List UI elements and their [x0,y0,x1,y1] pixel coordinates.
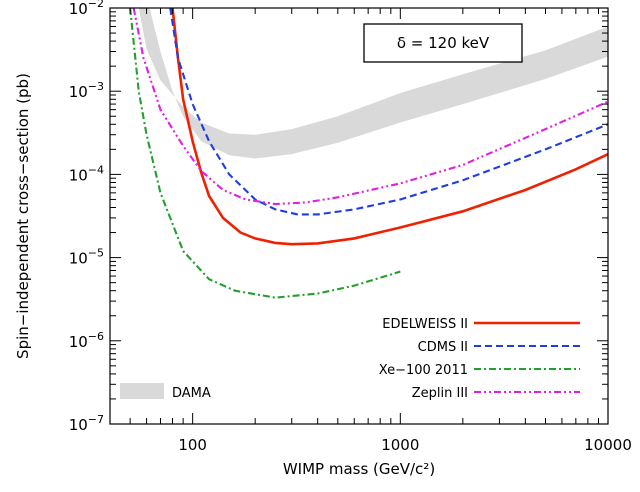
legend-label: Xe−100 2011 [379,363,468,378]
legend-label: EDELWEISS II [382,317,468,332]
annotation-box: δ = 120 keV [363,23,523,63]
series-line-xe-100-2011 [129,8,401,299]
annotation-text: δ = 120 keV [397,34,490,52]
legend: EDELWEISS II CDMS II Xe−100 2011 Zeplin III… [120,317,580,401]
legend-label: Zeplin III [412,386,468,401]
dama-band [138,8,608,159]
annotation-frame [363,23,523,63]
legend-swatch-dama [120,383,164,399]
series-layer [129,8,608,299]
series-line-zeplin-iii [132,8,608,206]
plot-frame [109,7,609,425]
y-axis-label: Spin−independent cross−section (pb) [14,73,32,359]
legend-label: CDMS II [418,340,468,355]
x-axis-label: WIMP mass (GeV/c²) [283,460,435,478]
x-tick-label: 100 [178,436,207,454]
y-tick-label: 10−4 [69,163,104,184]
y-tick-label: 10−7 [69,413,104,434]
series-line-edelweiss-ii [171,8,608,246]
tick-layer: 100 1000 10000 10−2 10−3 10−4 10−5 10−6 10−7 [69,0,632,454]
y-tick-label: 10−2 [69,0,104,18]
x-tick-label: 10000 [584,436,632,454]
dama-band-layer [138,8,608,159]
legend-label-dama: DAMA [172,386,211,401]
series-line-cdms-ii [169,8,608,216]
y-tick-label: 10−5 [69,247,104,268]
y-tick-label: 10−3 [69,80,104,101]
y-tick-label: 10−6 [69,330,104,351]
x-tick-label: 1000 [381,436,419,454]
